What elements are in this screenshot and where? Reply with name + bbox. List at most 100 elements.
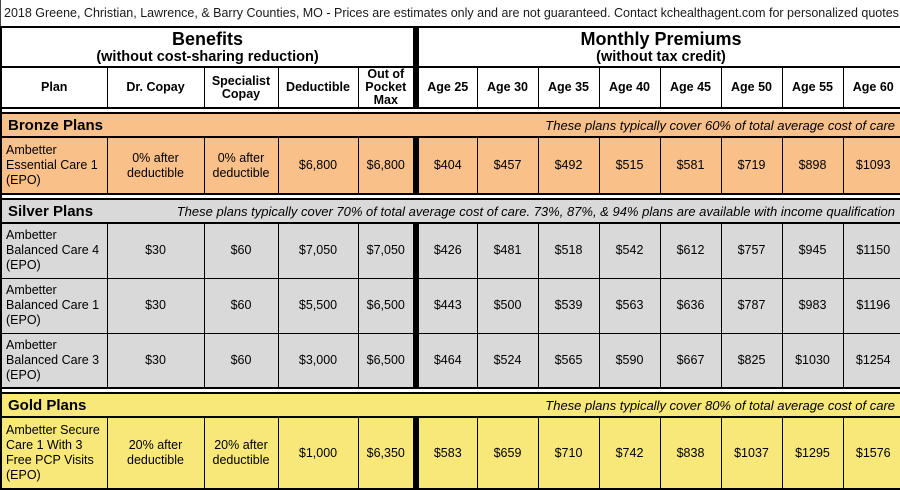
- premium-cell: $1030: [781, 332, 844, 389]
- col-header-oop-max: Out of Pocket Max: [357, 66, 417, 109]
- premium-cell: $518: [537, 222, 600, 279]
- deductible-cell: $7,050: [277, 222, 359, 279]
- plan-name-cell: Ambetter Essential Care 1 (EPO): [0, 136, 108, 195]
- group-header-row: Benefits (without cost-sharing reduction…: [0, 26, 900, 68]
- col-header-age-50: Age 50: [720, 66, 783, 109]
- silver-section-note: These plans typically cover 70% of total…: [176, 203, 896, 219]
- premium-cell: $1093: [842, 136, 900, 195]
- premium-cell: $1196: [842, 277, 900, 334]
- premium-cell: $838: [659, 416, 722, 490]
- premium-cell: $1254: [842, 332, 900, 389]
- premium-cell: $742: [598, 416, 661, 490]
- col-header-dr-copay: Dr. Copay: [106, 66, 205, 109]
- col-header-age-45: Age 45: [659, 66, 722, 109]
- premium-cell: $515: [598, 136, 661, 195]
- dr-copay-cell: 0% after deductible: [106, 136, 205, 195]
- col-header-age-60: Age 60: [842, 66, 900, 109]
- premium-cell: $1150: [842, 222, 900, 279]
- deductible-cell: $1,000: [277, 416, 359, 490]
- gold-section-header-row: Gold Plans These plans typically cover 8…: [0, 392, 900, 418]
- premium-cell: $719: [720, 136, 783, 195]
- deductible-cell: $5,500: [277, 277, 359, 334]
- gold-section-title: Gold Plans: [8, 396, 87, 414]
- premium-cell: $757: [720, 222, 783, 279]
- plan-name-cell: Ambetter Balanced Care 3 (EPO): [0, 332, 108, 389]
- column-header-row: Plan Dr. Copay Specialist Copay Deductib…: [0, 66, 900, 109]
- col-header-age-25: Age 25: [413, 66, 478, 109]
- table-row-silver-plan-2: Ambetter Balanced Care 1 (EPO) $30 $60 $…: [0, 277, 900, 334]
- premium-cell: $581: [659, 136, 722, 195]
- premium-cell: $612: [659, 222, 722, 279]
- premium-cell: $457: [476, 136, 539, 195]
- premium-cell: $583: [413, 416, 478, 490]
- col-header-age-40: Age 40: [598, 66, 661, 109]
- premium-cell: $636: [659, 277, 722, 334]
- premiums-title: Monthly Premiums: [580, 29, 742, 49]
- disclaimer-text: 2018 Greene, Christian, Lawrence, & Barr…: [0, 0, 900, 26]
- premium-cell: $565: [537, 332, 600, 389]
- section-gap: [1, 387, 900, 394]
- benefits-subtitle: (without cost-sharing reduction): [96, 49, 319, 65]
- benefits-group-header: Benefits (without cost-sharing reduction…: [0, 26, 417, 68]
- specialist-copay-cell: $60: [203, 222, 279, 279]
- premium-cell: $539: [537, 277, 600, 334]
- table-row-bronze-plan: Ambetter Essential Care 1 (EPO) 0% after…: [0, 136, 900, 195]
- col-header-age-30: Age 30: [476, 66, 539, 109]
- specialist-copay-cell: 0% after deductible: [203, 136, 279, 195]
- premium-cell: $667: [659, 332, 722, 389]
- premium-cell: $500: [476, 277, 539, 334]
- premium-cell: $563: [598, 277, 661, 334]
- bronze-section-header-row: Bronze Plans These plans typically cover…: [0, 112, 900, 138]
- premium-cell: $481: [476, 222, 539, 279]
- plans-price-table: Benefits (without cost-sharing reduction…: [0, 26, 900, 490]
- plan-name-cell: Ambetter Balanced Care 4 (EPO): [0, 222, 108, 279]
- specialist-copay-cell: $60: [203, 277, 279, 334]
- premium-cell: $426: [413, 222, 478, 279]
- premium-cell: $404: [413, 136, 478, 195]
- dr-copay-cell: 20% after deductible: [106, 416, 205, 490]
- silver-section-header-row: Silver Plans These plans typically cover…: [0, 198, 900, 224]
- premium-cell: $524: [476, 332, 539, 389]
- premium-cell: $443: [413, 277, 478, 334]
- premium-cell: $1295: [781, 416, 844, 490]
- table-row-silver-plan-3: Ambetter Balanced Care 3 (EPO) $30 $60 $…: [0, 332, 900, 389]
- premium-cell: $464: [413, 332, 478, 389]
- oop-max-cell: $7,050: [357, 222, 417, 279]
- col-header-specialist-copay: Specialist Copay: [203, 66, 279, 109]
- premium-cell: $659: [476, 416, 539, 490]
- premium-cell: $590: [598, 332, 661, 389]
- bronze-section-header: Bronze Plans These plans typically cover…: [0, 112, 900, 138]
- silver-section-header: Silver Plans These plans typically cover…: [0, 198, 900, 224]
- benefits-title: Benefits: [171, 29, 243, 49]
- plan-name-cell: Ambetter Balanced Care 1 (EPO): [0, 277, 108, 334]
- oop-max-cell: $6,500: [357, 277, 417, 334]
- bronze-section-title: Bronze Plans: [8, 116, 104, 134]
- specialist-copay-cell: $60: [203, 332, 279, 389]
- specialist-copay-cell: 20% after deductible: [203, 416, 279, 490]
- premium-cell: $983: [781, 277, 844, 334]
- gold-section-note: These plans typically cover 80% of total…: [545, 397, 896, 413]
- premium-cell: $898: [781, 136, 844, 195]
- premium-cell: $1037: [720, 416, 783, 490]
- deductible-cell: $6,800: [277, 136, 359, 195]
- premium-cell: $787: [720, 277, 783, 334]
- premium-cell: $825: [720, 332, 783, 389]
- silver-section-title: Silver Plans: [8, 202, 94, 220]
- premium-cell: $492: [537, 136, 600, 195]
- col-header-age-35: Age 35: [537, 66, 600, 109]
- gold-section-header: Gold Plans These plans typically cover 8…: [0, 392, 900, 418]
- plan-name-cell: Ambetter Secure Care 1 With 3 Free PCP V…: [0, 416, 108, 490]
- col-header-age-55: Age 55: [781, 66, 844, 109]
- premiums-subtitle: (without tax credit): [596, 49, 726, 65]
- table-row-gold-plan: Ambetter Secure Care 1 With 3 Free PCP V…: [0, 416, 900, 490]
- deductible-cell: $3,000: [277, 332, 359, 389]
- premium-cell: $710: [537, 416, 600, 490]
- table-row-silver-plan-1: Ambetter Balanced Care 4 (EPO) $30 $60 $…: [0, 222, 900, 279]
- premium-cell: $1576: [842, 416, 900, 490]
- oop-max-cell: $6,500: [357, 332, 417, 389]
- section-gap: [1, 107, 900, 114]
- oop-max-cell: $6,800: [357, 136, 417, 195]
- dr-copay-cell: $30: [106, 277, 205, 334]
- dr-copay-cell: $30: [106, 222, 205, 279]
- dr-copay-cell: $30: [106, 332, 205, 389]
